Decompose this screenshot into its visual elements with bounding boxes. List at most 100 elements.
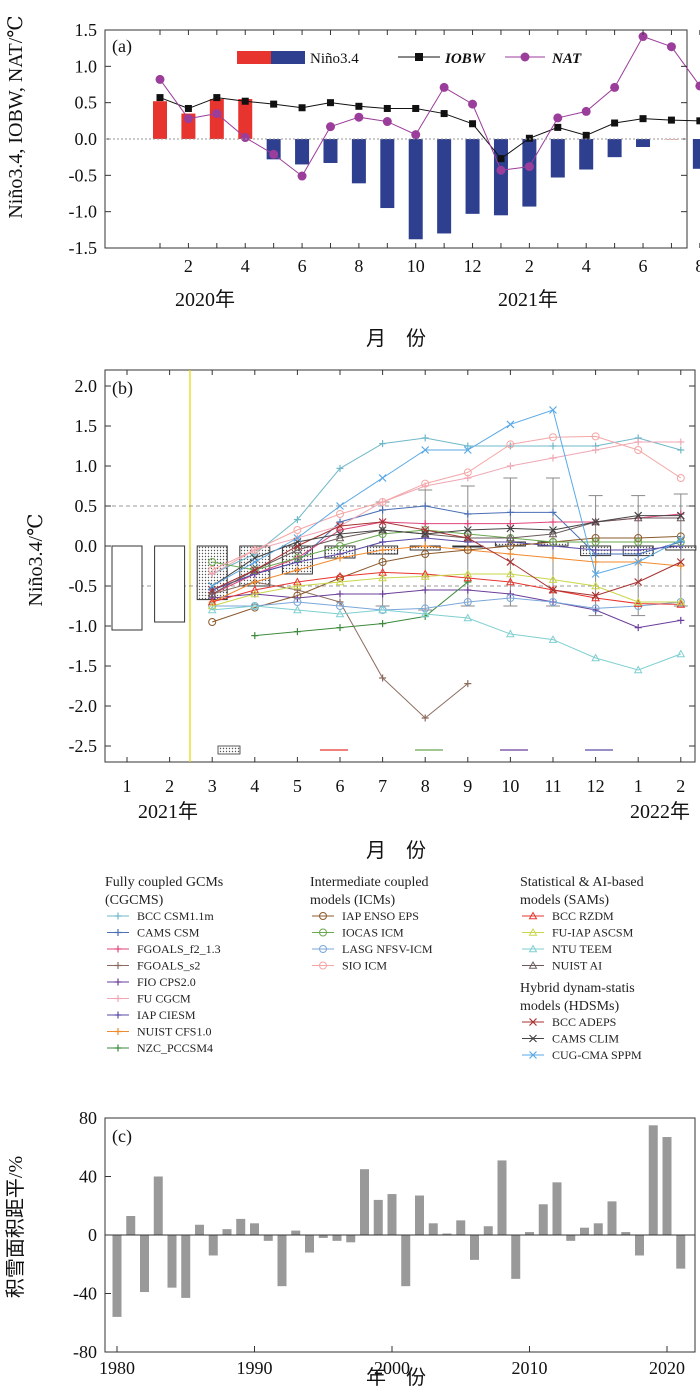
panel-c-bar [621, 1232, 631, 1235]
panel-b-model-point-fio-cps2-0 [506, 590, 514, 598]
panel-a-nino-bar [607, 139, 622, 158]
panel-b-xtick-label: 3 [208, 776, 217, 796]
panel-a-xtick-label: 8 [354, 256, 363, 276]
panel-c-bar [470, 1235, 479, 1260]
panel-b-model-point-cams-clim [676, 511, 685, 520]
panel-a-iobw-point [639, 115, 647, 123]
legend-marker-cams-csm [114, 929, 122, 936]
panel-c-bar [662, 1137, 672, 1235]
panel-b-model-point-fio-cps2-0 [677, 616, 685, 624]
panel-b-model-point-bcc-csm1-1m [421, 434, 429, 442]
panel-b-model-point-ntu-teem [633, 665, 643, 674]
panel-b-model-point-cams-clim [549, 526, 557, 534]
panel-b-model-point-bcc-csm1-1m [549, 442, 557, 450]
panel-b-xlabel: 月 份 [366, 839, 426, 862]
panel-a-iobw-point [412, 104, 420, 112]
panel-a-year-2020: 2020年 [175, 288, 235, 311]
panel-b-model-line-ntu-teem [212, 605, 681, 671]
legend-label-cams-csm: CAMS CSM [137, 926, 200, 940]
panel-b-model-point-fgoals-s2 [421, 714, 429, 722]
panel-b-label: (b) [112, 378, 133, 399]
panel-b-model-point-lasg-nfsv-icm [591, 604, 600, 613]
panel-b-model-point-bcc-adeps [336, 522, 344, 530]
panel-a-nino-bar [408, 139, 423, 240]
panel-a-nino-bar [295, 139, 310, 165]
panel-a-nat-point [553, 113, 563, 123]
panel-b-model-point-bcc-rzdm [463, 573, 473, 582]
panel-c-bar [401, 1235, 411, 1287]
panel-b-model-point-nuist-cfs1-0 [379, 546, 387, 554]
panel-b-model-point-fu-iap-ascsm [463, 569, 473, 578]
panel-b-model-point-iap-ciesm [506, 538, 514, 546]
legend-marker-fgoals-s2 [114, 962, 122, 969]
panel-b-xtick-label: 1 [634, 776, 643, 796]
panel-b-model-point-fu-cgcm [634, 438, 642, 446]
panel-b-model-point-cams-csm [464, 510, 472, 518]
legend-iobw-label: IOBW [444, 51, 487, 67]
panel-a-iobw-point [355, 102, 363, 110]
panel-a-nat-point [297, 171, 307, 181]
panel-c-bar [415, 1195, 424, 1235]
panel-a-nat-point [439, 82, 449, 92]
panel-a-ytick-label: 1.5 [75, 20, 98, 40]
panel-b-model-point-cug-cma-sppm [250, 558, 259, 566]
panel-b-model-point-fu-cgcm [592, 446, 600, 454]
panel-b-model-point-ntu-teem [548, 635, 558, 643]
panel-b-year-2021: 2021年 [138, 800, 198, 823]
panel-b-model-point-cug-cma-sppm [293, 534, 302, 542]
panel-b-model-point-fu-iap-ascsm [335, 577, 345, 586]
panel-b-model-point-cams-csm [421, 502, 429, 510]
panel-a-xtick-label: 4 [582, 256, 591, 276]
panel-b-model-point-bcc-rzdm [676, 599, 686, 608]
legend-label-iap-ciesm: IAP CIESM [137, 1008, 196, 1022]
panel-a-iobw-point [326, 99, 334, 107]
panel-b-model-line-iap-ciesm [212, 537, 681, 591]
panel-b-model-point-nuist-cfs1-0 [421, 542, 429, 550]
legend-group-title: Fully coupled GCMs [105, 875, 223, 890]
panel-b-model-point-bcc-rzdm [207, 597, 217, 606]
panel-b-model-point-lasg-nfsv-icm [549, 598, 557, 606]
panel-a-iobw-point [270, 100, 278, 108]
legend-marker-bcc-adeps [529, 1018, 537, 1026]
legend-group-title: Intermediate coupled [310, 875, 429, 890]
panel-a-nat-point [325, 122, 335, 132]
panel-a-nat-point [468, 99, 478, 109]
panel-a-iobw-point [440, 110, 448, 118]
legend-marker-fu-iap-ascsm [528, 927, 538, 936]
panel-c-bar [277, 1235, 287, 1287]
panel-a-xtick-label: 10 [407, 256, 425, 276]
panel-b-observed-bar [111, 545, 143, 631]
legend-label-fu-cgcm: FU CGCM [137, 992, 191, 1006]
panel-b-model-point-fgoals-s2 [379, 674, 387, 682]
panel-c-bar [318, 1235, 328, 1238]
panel-b-xtick-label: 8 [421, 776, 430, 796]
panel-b-model-point-fu-iap-ascsm [378, 573, 387, 582]
panel-b-model-point-fu-cgcm [506, 462, 514, 470]
panel-b-model-point-cams-clim [463, 526, 472, 534]
panel-b-model-point-fu-cgcm [677, 438, 685, 446]
legend-nat-label: NAT [551, 51, 582, 67]
legend-marker-cams-clim [529, 1034, 537, 1043]
panel-a-nino-bar [209, 99, 224, 139]
panel-b-model-point-fgoals-f2-1-3 [549, 518, 557, 526]
panel-b-model-point-ntu-teem [250, 601, 260, 610]
panel-a-ytick-label: -1.5 [69, 238, 98, 258]
legend-label-iocas-icm: IOCAS ICM [342, 926, 404, 940]
panel-c-bar [167, 1235, 177, 1288]
panel-b-xtick-label: 11 [544, 776, 561, 796]
panel-b-model-point-fu-iap-ascsm [293, 581, 302, 590]
panel-c-ytick-label: 40 [79, 1167, 97, 1187]
panel-b-model-point-iap-ciesm [379, 538, 387, 546]
panel-b-xtick-label: 7 [378, 776, 387, 796]
panel-a-nat-point [212, 109, 222, 119]
panel-c-bar [456, 1220, 466, 1235]
panel-a-nino-bar [664, 139, 679, 140]
panel-b-model-point-iocas-icm [591, 538, 600, 546]
panel-c-ytick-label: -80 [73, 1342, 97, 1362]
panel-c-bar [140, 1235, 149, 1293]
panel-b-model-point-ntu-teem [676, 649, 686, 658]
panel-b-model-point-cams-csm [506, 508, 514, 516]
panel-a-nino-bar [692, 139, 700, 169]
panel-b-model-point-bcc-adeps [591, 591, 600, 600]
